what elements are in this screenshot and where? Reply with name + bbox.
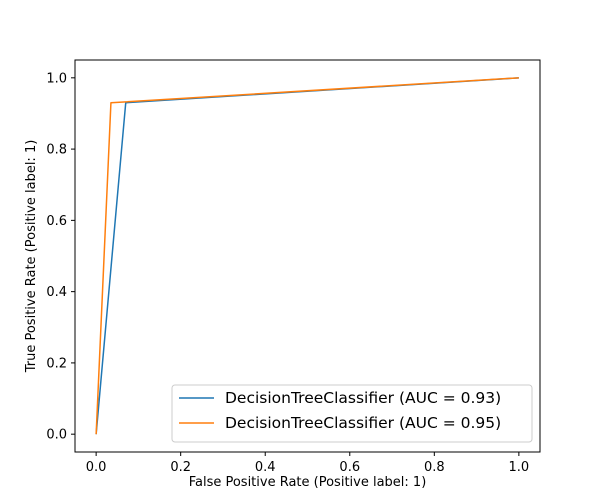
x-tick-label: 1.0 (509, 460, 530, 475)
y-tick-label: 0.4 (46, 285, 67, 300)
plot-frame (74, 59, 541, 453)
legend-entry-label: DecisionTreeClassifier (AUC = 0.93) (225, 389, 501, 407)
legend-box (171, 384, 533, 443)
y-axis-label: True Positive Rate (Positive label: 1) (24, 140, 39, 374)
y-tick-label: 1.0 (46, 71, 67, 86)
y-tick-label: 0.2 (46, 356, 67, 371)
x-tick-label: 0.2 (170, 460, 191, 475)
x-tick-label: 0.8 (424, 460, 445, 475)
x-tick-label: 0.4 (255, 460, 276, 475)
ticks-layer: 0.0 0.2 0.4 0.6 0.8 1.0 0.0 0.2 0.4 0.6 0.8 1.0 (46, 71, 529, 475)
x-tick-label: 0.0 (86, 460, 107, 475)
series-layer (95, 77, 519, 435)
legend: DecisionTreeClassifier (AUC = 0.93) Deci… (171, 384, 533, 443)
x-axis-label: False Positive Rate (Positive label: 1) (189, 475, 427, 490)
x-tick-label: 0.6 (339, 460, 360, 475)
y-tick-label: 0.8 (46, 143, 67, 158)
y-tick-label: 0.0 (46, 428, 67, 443)
roc-series-line (95, 77, 519, 435)
y-tick-label: 0.6 (46, 214, 67, 229)
legend-entry-label: DecisionTreeClassifier (AUC = 0.95) (225, 414, 501, 432)
